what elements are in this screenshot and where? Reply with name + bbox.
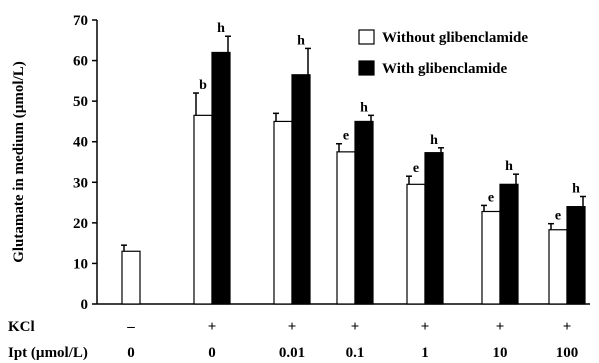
row-header-kcl: KCl [8,319,35,335]
ipt-value: 0 [127,345,135,361]
significance-label: h [572,181,580,196]
bar [336,151,356,305]
bar [121,250,141,305]
bar [273,120,293,305]
kcl-value: + [496,319,505,335]
y-tick-label: 60 [73,54,88,70]
legend-swatch-with [358,60,375,76]
significance-label: h [430,133,438,148]
row-header-ipt: Ipt (µmol/L) [8,345,88,361]
condition-table: KCl Ipt (µmol/L) – 0 +0 +0.01 +0.1 +1 +10 +100 [8,319,578,361]
y-tick-label: 50 [73,94,88,110]
significance-label: e [343,129,349,144]
bar [406,183,426,305]
kcl-value: + [351,319,360,335]
legend: Without glibenclamide With glibenclamide [358,29,528,77]
y-ticks: 0 10 20 30 40 50 60 70 [73,13,97,313]
y-tick-label: 20 [73,216,88,232]
bar [211,51,231,305]
y-tick-label: 70 [73,13,88,29]
y-tick-label: 10 [73,256,88,272]
ipt-value: 0.1 [346,345,365,361]
ipt-value: 10 [493,345,508,361]
y-tick-label: 0 [81,297,89,313]
y-axis-label: Glutamate in medium (µmol/L) [11,61,27,263]
ipt-value: 0.01 [279,345,305,361]
bar [566,206,586,305]
ipt-value: 0 [208,345,216,361]
bar [481,210,501,305]
significance-label: h [505,159,513,174]
legend-label-with: With glibenclamide [382,61,507,77]
ipt-value: 1 [421,345,429,361]
kcl-value: + [421,319,430,335]
y-tick-label: 40 [73,135,88,151]
significance-label: h [217,21,225,36]
bar [193,114,213,305]
bar [354,120,374,305]
significance-label: e [413,161,419,176]
significance-label: b [199,78,207,93]
bar [291,74,311,305]
significance-label: e [488,190,494,205]
y-tick-label: 30 [73,175,88,191]
bar [499,183,519,305]
kcl-value: – [126,319,135,335]
kcl-value: + [288,319,297,335]
significance-label: e [555,209,561,224]
significance-label: h [297,33,305,48]
significance-label: h [360,100,368,115]
kcl-value: + [563,319,572,335]
ipt-value: 100 [556,345,579,361]
legend-swatch-without [358,29,375,45]
legend-label-without: Without glibenclamide [382,30,528,46]
bar [548,229,568,305]
bar [424,152,444,305]
kcl-value: + [208,319,217,335]
